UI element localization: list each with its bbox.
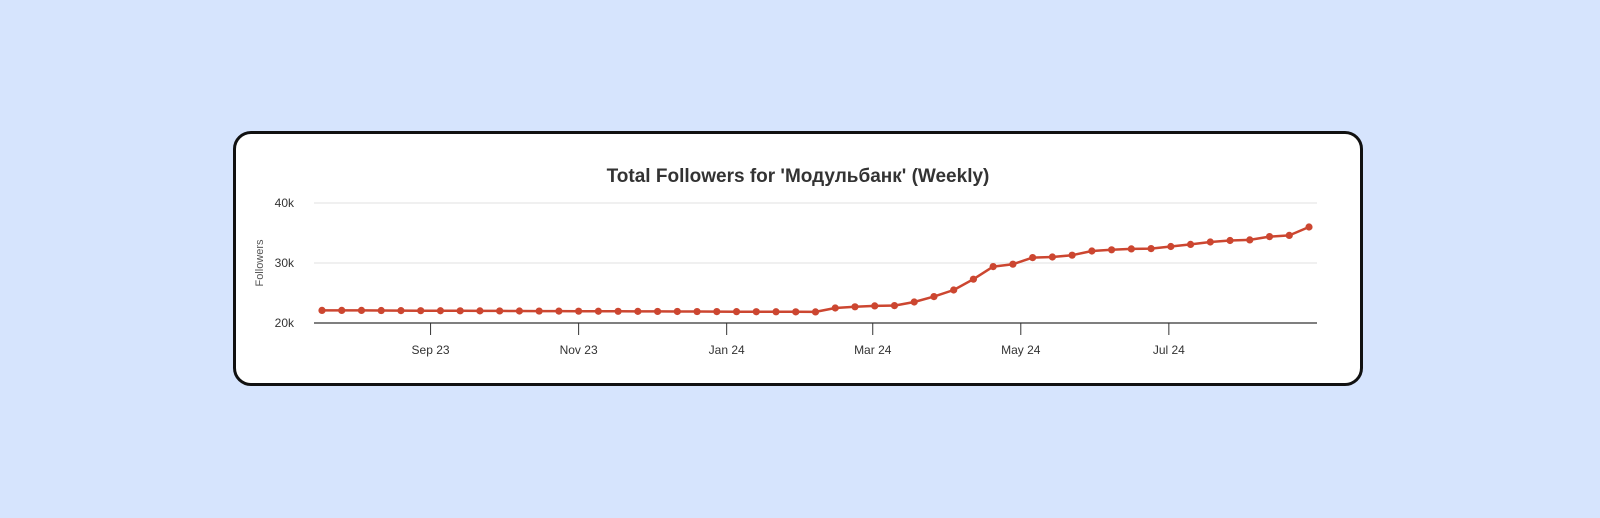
data-point xyxy=(1068,251,1076,259)
y-axis-label: Followers xyxy=(254,239,266,287)
data-point xyxy=(1305,223,1313,231)
x-tick-label: May 24 xyxy=(1001,343,1041,357)
chart-title: Total Followers for 'Модульбанк' (Weekly… xyxy=(606,166,990,187)
data-point xyxy=(1206,238,1214,246)
data-point xyxy=(496,307,504,315)
y-tick-label: 40k xyxy=(275,196,295,210)
data-point xyxy=(653,307,662,316)
data-point xyxy=(535,307,543,315)
data-point xyxy=(318,306,326,314)
data-point xyxy=(456,307,464,315)
data-point xyxy=(1285,231,1293,239)
data-point xyxy=(811,308,820,316)
data-point xyxy=(673,307,681,316)
x-tick-label: Jan 24 xyxy=(709,343,745,357)
data-point xyxy=(1167,242,1175,251)
data-point xyxy=(752,308,760,316)
data-point xyxy=(1108,246,1116,254)
data-point xyxy=(1265,233,1274,241)
x-tick-label: Mar 24 xyxy=(854,343,892,357)
data-point xyxy=(713,308,721,316)
data-point xyxy=(575,307,583,315)
data-point xyxy=(969,275,978,283)
data-point xyxy=(890,302,899,310)
data-point xyxy=(357,306,366,314)
data-point xyxy=(1226,236,1234,245)
data-point xyxy=(555,307,563,315)
followers-line-chart: 20k 30k 40k Followers Sep 23 Nov 23 Jan 24 Mar … xyxy=(254,196,1317,357)
data-point xyxy=(1246,236,1254,244)
data-point xyxy=(772,308,780,316)
data-point xyxy=(732,308,741,316)
data-point xyxy=(930,293,938,301)
data-point xyxy=(693,307,701,316)
data-point xyxy=(1048,253,1056,261)
x-tick-label: Sep 23 xyxy=(412,343,450,357)
data-point xyxy=(1088,247,1096,255)
data-point xyxy=(614,307,622,315)
data-point xyxy=(871,302,879,310)
chart-card: Total Followers for 'Модульбанк' (Weekly… xyxy=(233,131,1363,386)
data-point xyxy=(397,307,405,315)
data-point xyxy=(910,298,918,306)
data-point xyxy=(1186,240,1195,248)
series-line xyxy=(320,225,1311,314)
data-point xyxy=(377,306,385,315)
data-point xyxy=(515,307,523,315)
data-point xyxy=(831,304,839,312)
data-point xyxy=(989,263,997,271)
x-tick-label: Nov 23 xyxy=(560,343,598,357)
y-tick-label: 30k xyxy=(275,256,295,270)
data-point xyxy=(1147,245,1155,253)
y-tick-label: 20k xyxy=(275,316,295,330)
data-point xyxy=(594,307,602,315)
data-point xyxy=(792,308,800,316)
data-point xyxy=(417,307,425,315)
data-point xyxy=(1029,254,1037,262)
data-point xyxy=(950,286,958,294)
data-point xyxy=(634,307,642,315)
data-point xyxy=(476,307,484,315)
data-point xyxy=(1009,260,1017,268)
data-point xyxy=(1127,245,1135,253)
data-point xyxy=(338,306,346,314)
data-point xyxy=(851,303,859,311)
x-tick-label: Jul 24 xyxy=(1153,343,1185,357)
data-point xyxy=(436,307,445,315)
